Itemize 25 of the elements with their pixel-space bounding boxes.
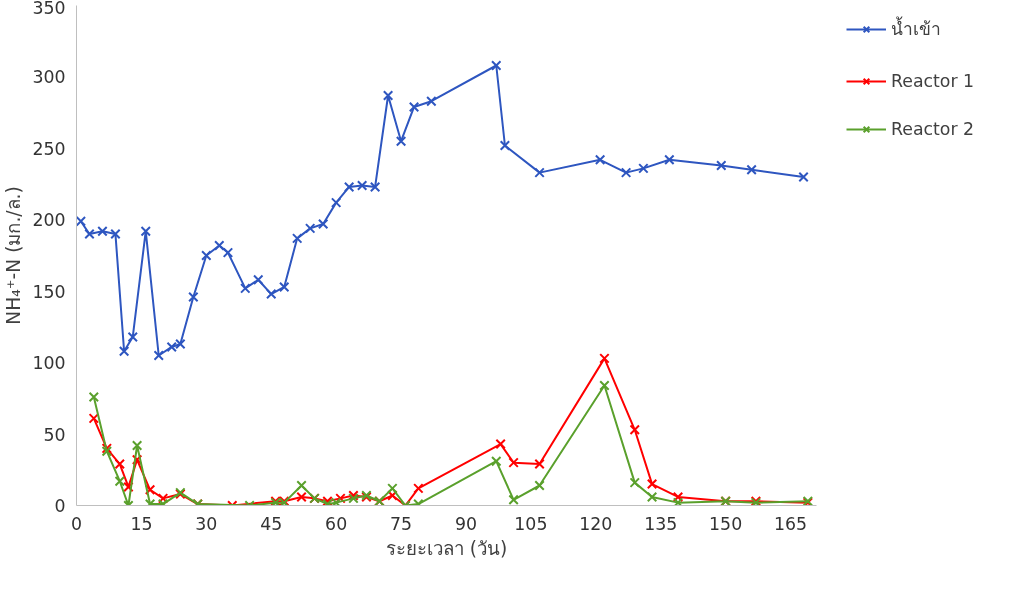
x-axis-title: ระยะเวลา (วัน) — [385, 537, 508, 559]
y-tick-label: 200 — [32, 210, 66, 231]
x-tick-label: 135 — [644, 513, 678, 534]
legend-label: Reactor 2 — [891, 119, 975, 139]
x-tick-label: 0 — [70, 513, 83, 534]
x-tick-label: 90 — [454, 513, 478, 534]
legend-label: Reactor 1 — [891, 71, 975, 91]
x-tick-label: 45 — [260, 513, 283, 534]
y-tick-label: 300 — [32, 67, 66, 88]
y-tick-label: 50 — [43, 424, 66, 445]
x-tick-label: 150 — [709, 513, 743, 534]
y-axis-title: NH₄⁺-N (มก./ล.) — [3, 186, 25, 325]
y-tick-label: 250 — [32, 138, 66, 159]
x-tick-label: 30 — [195, 513, 218, 534]
legend-label: น้ำเข้า — [891, 15, 941, 41]
x-tick-label: 15 — [130, 513, 153, 534]
x-tick-label: 60 — [325, 513, 348, 534]
x-tick-label: 165 — [774, 513, 808, 534]
y-tick-label: 0 — [54, 496, 66, 516]
x-tick-label: 75 — [390, 513, 413, 534]
x-tick-label: 120 — [579, 513, 613, 534]
y-tick-label: 350 — [32, 0, 66, 18]
y-tick-label: 150 — [32, 281, 66, 302]
x-tick-label: 105 — [514, 513, 548, 534]
y-tick-label: 100 — [32, 353, 66, 374]
